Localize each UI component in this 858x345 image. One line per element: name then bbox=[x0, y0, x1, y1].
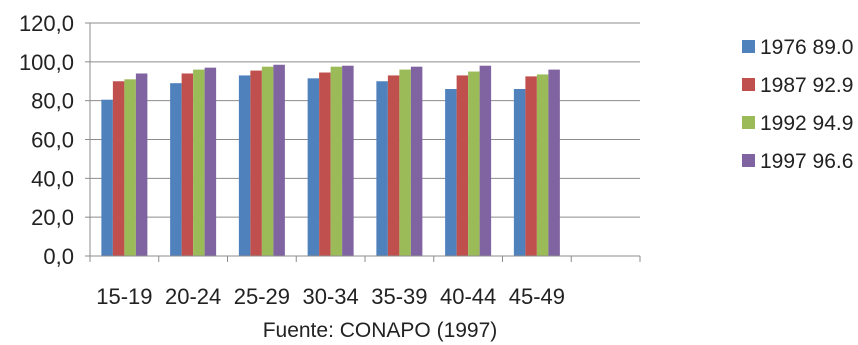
bar bbox=[456, 75, 469, 256]
bar bbox=[273, 64, 285, 256]
bar bbox=[387, 75, 400, 256]
x-axis-ticks: 15-19 20-24 25-29 30-34 35-39 40-44 45-49 bbox=[96, 284, 565, 309]
bar bbox=[101, 99, 113, 256]
bar bbox=[170, 83, 182, 256]
x-tick-label: 30-34 bbox=[302, 284, 358, 309]
y-tick-label: 100,0 bbox=[19, 50, 74, 75]
x-tick-label: 35-39 bbox=[371, 284, 427, 309]
x-tick-label: 25-29 bbox=[234, 284, 290, 309]
y-tick-label: 20,0 bbox=[31, 205, 74, 230]
legend-label: 1997 96.6 bbox=[760, 150, 853, 173]
y-tick-label: 120,0 bbox=[19, 11, 74, 36]
bar bbox=[479, 65, 492, 256]
legend-swatch bbox=[742, 116, 755, 129]
bar bbox=[307, 78, 320, 257]
x-tick-label: 15-19 bbox=[96, 284, 152, 309]
bar bbox=[468, 71, 480, 257]
bar bbox=[112, 81, 125, 256]
source-note: Fuente: CONAPO (1997) bbox=[263, 319, 498, 342]
bar bbox=[261, 66, 274, 256]
legend: 1976 89.0 1987 92.9 1992 94.9 1997 96.6 bbox=[742, 36, 853, 173]
y-tick-label: 60,0 bbox=[31, 128, 74, 153]
bar bbox=[513, 89, 526, 257]
x-tick-label: 45-49 bbox=[509, 284, 565, 309]
legend-swatch bbox=[742, 40, 755, 53]
bar bbox=[135, 73, 148, 256]
y-tick-label: 80,0 bbox=[31, 89, 74, 114]
y-tick-label: 40,0 bbox=[31, 166, 74, 191]
bar bbox=[376, 81, 388, 256]
x-tick-label: 40-44 bbox=[440, 284, 496, 309]
bar bbox=[124, 79, 136, 256]
bar bbox=[548, 69, 560, 256]
bar bbox=[330, 66, 343, 256]
bars bbox=[101, 64, 560, 257]
legend-label: 1976 89.0 bbox=[760, 36, 853, 59]
bar bbox=[399, 69, 411, 256]
bar bbox=[319, 72, 331, 256]
legend-label: 1987 92.9 bbox=[760, 74, 853, 97]
bar bbox=[181, 73, 194, 256]
bar bbox=[525, 76, 537, 256]
bar bbox=[536, 74, 549, 257]
x-tick-label: 20-24 bbox=[165, 284, 221, 309]
bar bbox=[204, 67, 217, 257]
bar bbox=[193, 69, 205, 256]
legend-swatch bbox=[742, 154, 755, 167]
bar bbox=[410, 66, 423, 256]
y-axis-ticks: 0,0 20,0 40,0 60,0 80,0 100,0 120,0 bbox=[19, 11, 90, 269]
bar bbox=[250, 70, 262, 256]
bar bbox=[342, 65, 354, 256]
legend-swatch bbox=[742, 78, 755, 91]
bar bbox=[445, 89, 457, 257]
y-tick-label: 0,0 bbox=[43, 244, 74, 269]
axes bbox=[89, 23, 641, 262]
bar bbox=[238, 75, 251, 256]
legend-label: 1992 94.9 bbox=[760, 112, 853, 135]
